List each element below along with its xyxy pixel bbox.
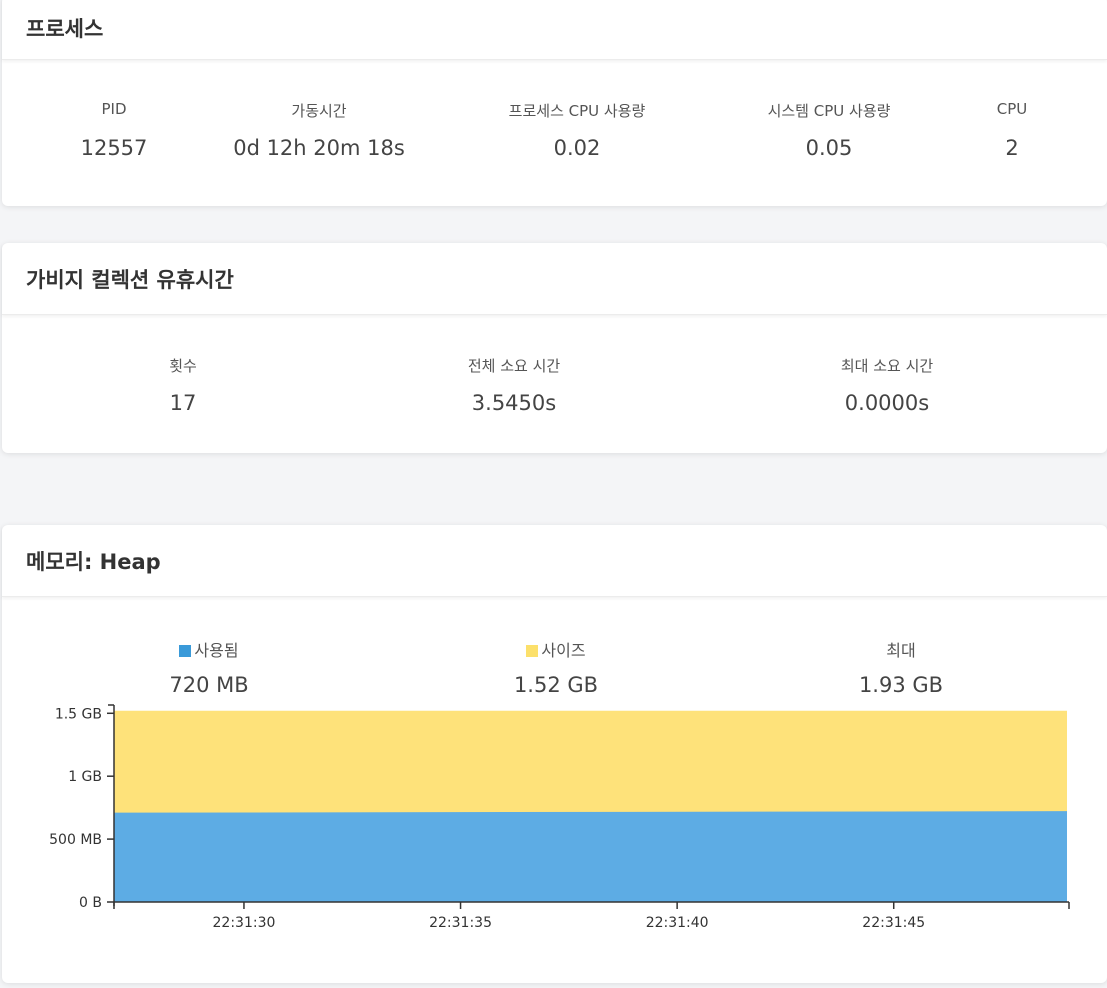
system-cpu-label: 시스템 CPU 사용량	[767, 102, 891, 120]
gc-count-label: 횟수	[169, 357, 197, 375]
gc-title: 가비지 컬렉션 유휴시간	[26, 267, 234, 292]
x-tick-label: 22:31:30	[213, 915, 276, 931]
heap-used-value: 720 MB	[169, 673, 249, 697]
process-stats: PID 12557 가동시간 0d 12h 20m 18s 프로세스 CPU 사…	[2, 60, 1107, 198]
uptime-value: 0d 12h 20m 18s	[233, 136, 405, 160]
y-tick-label: 0 B	[79, 895, 102, 911]
gc-card: 가비지 컬렉션 유휴시간 횟수 17 전체 소요 시간 3.5450s 최대 소…	[2, 243, 1107, 453]
size-legend-swatch	[526, 645, 539, 657]
y-tick-label: 1 GB	[68, 769, 102, 785]
used-area	[114, 811, 1067, 902]
heap-title: 메모리: Heap	[26, 549, 161, 574]
gc-total-time-label: 전체 소요 시간	[467, 357, 561, 375]
system-cpu-value: 0.05	[805, 136, 853, 160]
used-legend-swatch	[179, 645, 192, 657]
heap-card: 메모리: Heap 사용됨 720 MB 사이즈 1.52 GB 최대 1.93…	[2, 525, 1107, 983]
process-card: 프로세스 PID 12557 가동시간 0d 12h 20m 18s 프로세스 …	[2, 0, 1107, 206]
x-tick-label: 22:31:35	[429, 915, 492, 931]
heap-size-label-row: 사이즈	[406, 637, 706, 661]
heap-max-value: 1.93 GB	[858, 673, 944, 697]
heap-used-label: 사용됨	[194, 641, 239, 660]
y-tick-label: 1.5 GB	[55, 706, 102, 722]
process-card-header: 프로세스	[2, 0, 1107, 60]
gc-card-header: 가비지 컬렉션 유휴시간	[2, 243, 1107, 315]
gc-total-time-value: 3.5450s	[471, 391, 557, 415]
heap-size-label: 사이즈	[541, 641, 586, 660]
cpu-count-label: CPU	[996, 100, 1028, 118]
heap-area-chart: 0 B 500 MB 1 GB 1.5 GB 22:31:30 22:31:35 22:31…	[49, 704, 1070, 931]
heap-card-header: 메모리: Heap	[2, 525, 1107, 597]
pid-value: 12557	[80, 136, 148, 160]
gc-stats: 횟수 17 전체 소요 시간 3.5450s 최대 소요 시간 0.0000s	[2, 315, 1107, 453]
pid-label: PID	[101, 100, 127, 118]
gc-max-time-value: 0.0000s	[844, 391, 930, 415]
heap-used-label-row: 사용됨	[59, 637, 359, 661]
heap-size-value: 1.52 GB	[513, 673, 599, 697]
process-cpu-value: 0.02	[553, 136, 601, 160]
gc-max-time-label: 최대 소요 시간	[840, 357, 934, 375]
process-cpu-label: 프로세스 CPU 사용량	[508, 102, 646, 120]
x-tick-label: 22:31:45	[862, 915, 925, 931]
x-tick-label: 22:31:40	[646, 915, 709, 931]
gc-count-value: 17	[169, 391, 197, 415]
heap-max-label: 최대	[886, 641, 916, 660]
uptime-label: 가동시간	[291, 102, 347, 120]
heap-stats: 사용됨 720 MB 사이즈 1.52 GB 최대 1.93 GB	[2, 597, 1107, 707]
process-title: 프로세스	[26, 16, 104, 41]
cpu-count-value: 2	[1005, 136, 1019, 160]
y-tick-label: 500 MB	[49, 832, 102, 848]
